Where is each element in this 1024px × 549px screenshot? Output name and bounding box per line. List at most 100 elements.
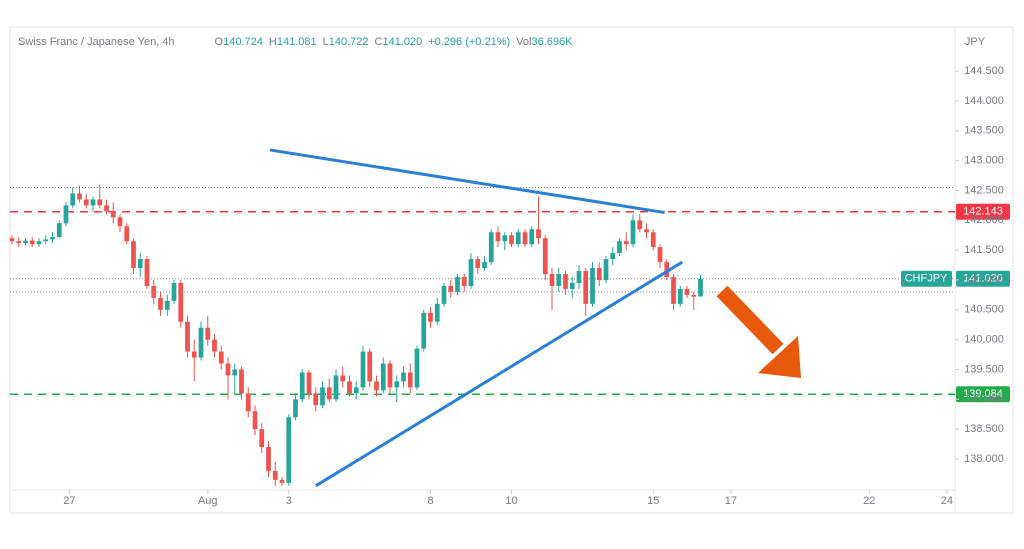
candle-body	[110, 211, 116, 218]
legend-value: 141.020	[382, 36, 422, 48]
candle-body	[185, 321, 190, 352]
candle-body	[448, 285, 454, 292]
symbol-tag	[901, 270, 952, 287]
y-tick-label: 142.000	[964, 214, 1004, 226]
candle-body	[482, 262, 487, 269]
candle-body	[23, 240, 28, 243]
candle-body	[90, 199, 96, 206]
y-tick-label: 143.500	[964, 125, 1004, 137]
candle-body	[360, 351, 366, 388]
candle-body	[77, 193, 82, 200]
price-tag	[956, 270, 1010, 287]
candle-body	[617, 241, 622, 254]
candle-body	[225, 363, 231, 376]
candle-body	[407, 372, 413, 388]
candle-body	[428, 312, 433, 322]
candle-body	[347, 381, 352, 394]
y-tick-label: 144.500	[964, 65, 1004, 77]
candle-body	[623, 241, 629, 245]
candle-body	[272, 470, 278, 480]
candle-body	[684, 288, 690, 295]
x-tick-label: 10	[505, 495, 517, 507]
candle-body	[630, 220, 636, 245]
candle-body	[259, 429, 265, 448]
candle-body	[374, 381, 379, 391]
candle-body	[56, 223, 62, 238]
y-tick-label: 140.500	[964, 304, 1004, 316]
candle-body	[299, 372, 305, 400]
x-tick-label: 3	[286, 495, 292, 507]
candle-body	[50, 237, 55, 240]
candle-body	[232, 369, 238, 376]
candle-body	[353, 387, 359, 394]
y-tick-label: 138.000	[964, 453, 1004, 465]
trendline	[269, 148, 665, 215]
candle-body	[549, 274, 555, 286]
candle-body	[401, 372, 406, 382]
candle-body	[164, 300, 170, 310]
y-tick-label: 141.000	[964, 274, 1004, 286]
candle-body	[131, 241, 136, 269]
x-tick-label: 17	[725, 495, 737, 507]
candle-body	[502, 235, 508, 242]
candle-body	[198, 327, 204, 358]
legend: Swiss Franc / Japanese Yen, 4h O140.724 H1…	[18, 36, 573, 48]
candle-body	[137, 259, 143, 269]
candle-body	[455, 277, 460, 292]
candle-body	[583, 271, 589, 304]
candle-body	[104, 205, 109, 212]
candle-body	[9, 238, 15, 242]
x-tick-label: 8	[427, 495, 433, 507]
symbol-tag-label: CHFJPY	[905, 273, 948, 285]
candle-body	[671, 277, 676, 304]
candle-body	[691, 294, 697, 297]
candle-body	[97, 199, 103, 206]
candle-body	[320, 387, 325, 406]
legend-label: C	[374, 36, 382, 48]
level-tag	[956, 203, 1010, 220]
y-tick-label: 139.000	[964, 393, 1004, 405]
chart-frame	[9, 26, 1014, 514]
candle-body	[151, 285, 157, 298]
candle-body	[252, 411, 258, 430]
x-tick-label: 22	[863, 495, 875, 507]
candle-body	[441, 285, 447, 304]
candle-body	[239, 369, 244, 394]
candle-body	[488, 232, 494, 263]
legend-value: 140.724	[223, 36, 263, 48]
level-tag-label: 142.143	[963, 206, 1003, 218]
trendline	[314, 260, 684, 488]
candle-body	[637, 220, 643, 230]
legend-value: 36.696K	[531, 36, 573, 48]
candle-body	[468, 259, 474, 286]
candle-body	[144, 259, 150, 286]
candle-body	[522, 232, 528, 245]
candle-body	[158, 297, 163, 310]
candle-body	[245, 393, 251, 412]
candle-body	[333, 375, 339, 400]
candle-body	[387, 363, 393, 388]
candle-body	[434, 303, 440, 322]
candle-body	[603, 259, 609, 280]
x-tick-label: 15	[647, 495, 659, 507]
legend-title: Swiss Franc / Japanese Yen, 4h	[18, 36, 175, 48]
level-tag	[956, 386, 1010, 403]
candle-body	[293, 399, 298, 418]
legend-label: L	[323, 36, 329, 48]
candle-body	[340, 375, 346, 382]
candle-body	[306, 372, 312, 394]
candle-body	[394, 381, 400, 388]
candle-body	[70, 193, 76, 206]
candle-body	[698, 278, 703, 297]
y-tick-label: 142.500	[964, 184, 1004, 196]
candle-body	[569, 282, 575, 289]
candle-body	[542, 238, 548, 275]
y-tick-label: 143.000	[964, 155, 1004, 167]
candle-body	[178, 282, 184, 322]
candle-body	[644, 229, 649, 233]
arrow-head	[758, 336, 801, 378]
x-tick-label: 24	[941, 495, 953, 507]
candle-body	[171, 282, 177, 301]
legend-label: O	[215, 36, 224, 48]
